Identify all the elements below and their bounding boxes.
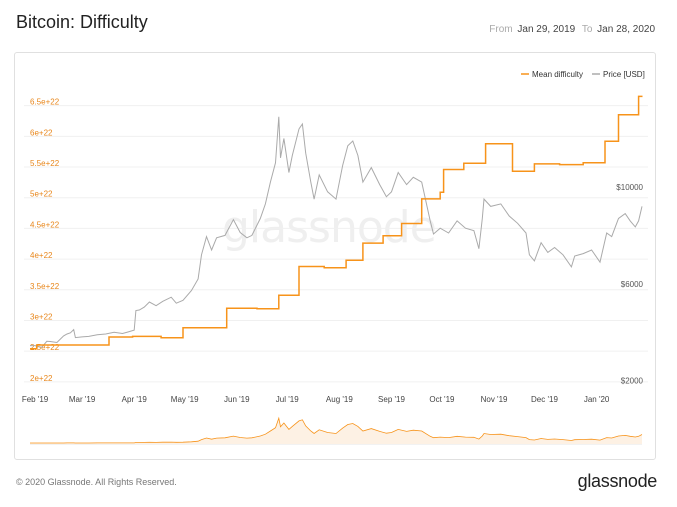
y-left-tick-label: 2.5e+22 [30, 343, 60, 352]
y-left-tick-label: 3.5e+22 [30, 282, 60, 291]
date-range[interactable]: From Jan 29, 2019 To Jan 28, 2020 [489, 24, 659, 35]
y-left-tick-label: 5e+22 [30, 190, 53, 199]
y-right-tick-label: $10000 [616, 183, 643, 192]
y-left-tick-label: 4.5e+22 [30, 220, 60, 229]
to-label: To [581, 24, 593, 35]
x-tick-label: Dec '19 [531, 395, 558, 404]
navigator-line [30, 416, 643, 444]
x-tick-label: Mar '19 [69, 395, 96, 404]
legend-label-price: Price [USD] [603, 70, 645, 79]
y-right-tick-label: $6000 [621, 280, 644, 289]
x-tick-label: Jan '20 [584, 395, 610, 404]
y-left-tick-label: 3e+22 [30, 312, 53, 321]
copyright: © 2020 Glassnode. All Rights Reserved. [16, 477, 177, 487]
x-tick-label: May '19 [171, 395, 199, 404]
x-tick-label: Apr '19 [122, 395, 148, 404]
from-label: From [489, 24, 513, 35]
y-left-tick-label: 5.5e+22 [30, 159, 60, 168]
y-right-tick-label: $2000 [621, 377, 644, 386]
legend-label-difficulty: Mean difficulty [532, 70, 583, 79]
difficulty-series-line [30, 95, 643, 350]
x-tick-label: Feb '19 [22, 395, 49, 404]
x-tick-label: Oct '19 [429, 395, 455, 404]
page-title: Bitcoin: Difficulty [16, 12, 148, 32]
x-tick-label: Jun '19 [224, 395, 250, 404]
y-left-tick-label: 4e+22 [30, 251, 53, 260]
x-tick-label: Nov '19 [481, 395, 508, 404]
price-series-line [30, 116, 643, 348]
glassnode-logo: glassnode [577, 471, 658, 491]
x-tick-label: Aug '19 [326, 395, 353, 404]
navigator-area [30, 418, 642, 444]
to-date[interactable]: Jan 28, 2020 [597, 24, 655, 35]
y-left-tick-label: 6e+22 [30, 128, 53, 137]
y-left-tick-label: 6.5e+22 [30, 98, 60, 107]
x-tick-label: Jul '19 [276, 395, 299, 404]
from-date[interactable]: Jan 29, 2019 [517, 24, 576, 35]
y-left-tick-label: 2e+22 [30, 374, 53, 383]
x-tick-label: Sep '19 [378, 395, 405, 404]
chart-panel [14, 52, 656, 460]
